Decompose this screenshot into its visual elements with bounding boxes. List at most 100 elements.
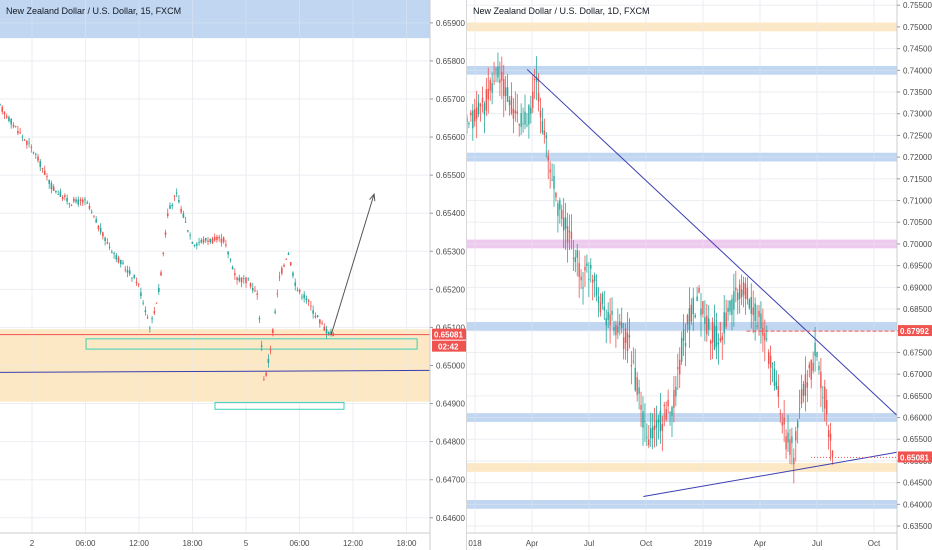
y-tick-label: 0.75500	[903, 1, 932, 10]
candle-body	[218, 236, 220, 239]
candle-body	[93, 215, 95, 217]
trend-line	[643, 451, 898, 498]
candle-body	[187, 230, 189, 232]
candle-body	[539, 110, 542, 118]
candle-body	[296, 290, 299, 292]
candle-body	[785, 436, 787, 450]
candle-body	[648, 439, 650, 446]
candle-body	[694, 315, 696, 318]
candle-body	[117, 257, 120, 263]
y-tick-label: 0.65300	[436, 247, 465, 256]
candle-body	[607, 311, 609, 320]
candle-body	[535, 76, 538, 82]
candle-body	[506, 87, 509, 102]
candle-body	[119, 260, 122, 265]
candle-body	[479, 104, 482, 107]
candle-body	[149, 327, 151, 329]
candle-body	[1, 106, 4, 112]
candle-body	[321, 322, 323, 324]
candle-body	[137, 283, 140, 285]
trend-line	[526, 69, 898, 416]
candle-body	[12, 124, 15, 127]
chart-15m[interactable]: 0.65900 0.65800 0.65700 0.65600 0.65500 0.654…	[0, 0, 466, 550]
candle-body	[822, 397, 824, 399]
candle-body	[802, 383, 805, 396]
candle-body	[265, 372, 267, 376]
candle-body	[305, 298, 308, 301]
y-tick-label: 0.71000	[903, 197, 932, 206]
candle-body	[593, 275, 596, 282]
candle-body	[489, 80, 491, 91]
candle-body	[564, 217, 567, 229]
candle-body	[160, 272, 162, 276]
y-tick-label: 0.65500	[903, 435, 932, 444]
x-tick-label: 2	[30, 539, 35, 548]
candle-body	[5, 116, 8, 118]
candle-body	[115, 255, 118, 260]
candle-body	[483, 103, 486, 115]
candle-body	[704, 317, 706, 324]
candle-body	[263, 379, 265, 381]
candle-body	[735, 287, 737, 291]
candle-body	[499, 79, 501, 84]
candle-body	[162, 252, 165, 254]
candle-body	[142, 302, 144, 304]
candle-body	[287, 253, 290, 255]
chart-panel-15m[interactable]: 0.65900 0.65800 0.65700 0.65600 0.65500 0.654…	[0, 0, 467, 550]
candle-body	[621, 322, 623, 329]
candle-body	[508, 100, 511, 106]
candle-body	[14, 126, 17, 127]
candle-body	[26, 141, 28, 145]
highlight-box	[214, 401, 345, 410]
candle-body	[303, 294, 305, 299]
candle-body	[524, 111, 526, 125]
candle-body	[316, 315, 319, 317]
y-tick-label: 0.69500	[903, 262, 932, 271]
candle-body	[189, 234, 191, 236]
candle-body	[298, 289, 301, 293]
y-tick-label: 0.63500	[903, 522, 932, 531]
candle-body	[603, 306, 606, 311]
chart-title: New Zealand Dollar / U.S. Dollar, 1D, FX…	[473, 6, 650, 16]
x-tick-label: Apr	[526, 539, 539, 548]
price-axis	[897, 0, 932, 550]
candle-body	[663, 404, 665, 407]
candle-body	[543, 130, 546, 135]
y-tick-label: 0.65800	[436, 57, 465, 66]
candle-body	[537, 92, 540, 102]
candle-body	[646, 436, 648, 438]
candle-body	[155, 302, 158, 304]
y-tick-label: 0.75000	[903, 23, 932, 32]
zone-band	[467, 239, 897, 249]
y-tick-label: 0.65700	[436, 95, 465, 104]
candle-body	[806, 382, 809, 388]
candle-body	[157, 287, 160, 292]
candle-body	[73, 198, 75, 202]
candle-body	[497, 66, 499, 78]
candle-body	[733, 291, 735, 310]
candle-body	[106, 242, 109, 244]
candle-body	[501, 71, 503, 81]
candle-body	[713, 325, 716, 350]
y-tick-label: 0.73500	[903, 88, 932, 97]
candle-body	[467, 118, 468, 122]
candle-body	[46, 176, 48, 178]
candle-body	[814, 342, 816, 357]
zone-band	[467, 413, 897, 422]
price-tag	[898, 451, 932, 463]
candle-body	[21, 136, 24, 138]
candle-body	[715, 326, 718, 347]
chart-panel-1d[interactable]: 0.75500 0.75000 0.74500 0.74000 0.73500 0.730…	[467, 0, 932, 550]
candle-body	[28, 142, 30, 144]
candle-body	[592, 279, 594, 283]
y-tick-label: 0.64000	[903, 500, 932, 509]
candle-body	[173, 195, 176, 197]
highlight-box	[85, 338, 418, 350]
candle-body	[829, 433, 832, 441]
candle-body	[294, 282, 297, 286]
candle-body	[193, 244, 196, 246]
chart-1d[interactable]: 0.75500 0.75000 0.74500 0.74000 0.73500 0.730…	[467, 0, 932, 550]
candle-body	[650, 428, 652, 439]
countdown-tag-label: 02:42	[438, 343, 459, 352]
candle-body	[669, 411, 671, 413]
